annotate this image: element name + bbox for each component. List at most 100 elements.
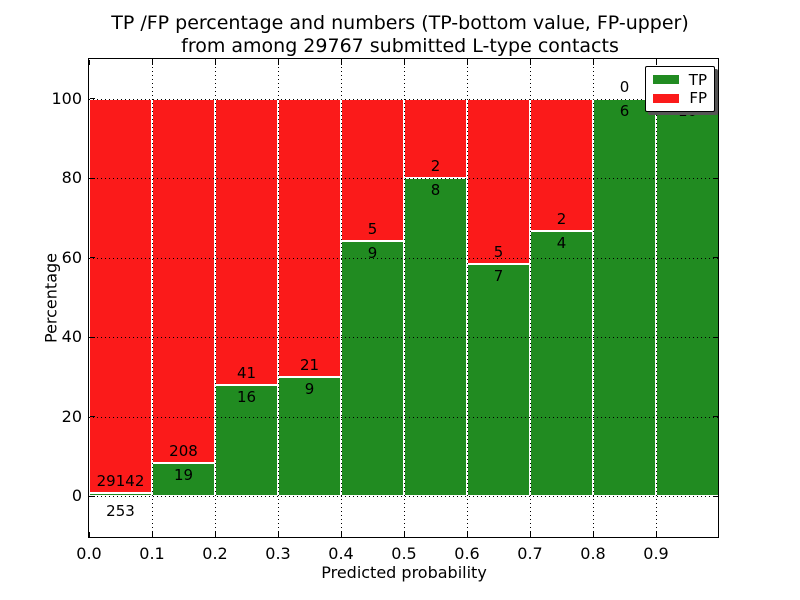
bar-count-label-fp: 5	[367, 219, 378, 238]
bar-segment-fp	[215, 98, 278, 385]
bar-segment-fp	[467, 98, 530, 265]
gridline-v	[404, 59, 405, 538]
bar-segment-fp	[278, 98, 341, 377]
tick-mark	[151, 60, 153, 65]
tick-mark	[466, 60, 468, 65]
bar-segment-fp	[89, 98, 152, 493]
bar-count-label-fp: 5	[493, 243, 504, 262]
plot-frame	[88, 58, 719, 538]
legend-swatch-tp	[653, 75, 679, 85]
gridline-v	[341, 59, 342, 538]
bar-segment-tp	[89, 492, 152, 497]
gridline-v	[593, 59, 594, 538]
x-tick-label: 0.3	[265, 544, 291, 563]
legend-label-tp: TP	[688, 70, 707, 89]
tick-mark	[88, 532, 90, 537]
tick-mark	[90, 336, 95, 338]
bar-count-label-tp: 7	[493, 267, 504, 286]
bar-segment-tp	[152, 462, 215, 497]
bar-count-label-fp: 2	[430, 157, 441, 176]
gridline-h	[89, 496, 719, 498]
bar-count-label-tp: 9	[304, 380, 315, 398]
bar-count-label-tp: 19	[173, 465, 194, 484]
tick-mark	[340, 60, 342, 65]
tick-mark	[340, 532, 342, 537]
tick-mark	[403, 532, 405, 537]
bar-count-label-fp: 208	[169, 441, 198, 460]
bar-segment-tp	[341, 240, 404, 497]
bar-count-label-fp: 41	[236, 363, 257, 382]
bar-segment-tp	[467, 264, 530, 497]
tick-mark	[90, 257, 95, 259]
bar-segment-tp	[278, 377, 341, 497]
tick-mark	[90, 177, 95, 179]
x-tick-label: 0.7	[517, 544, 543, 563]
bar-count-label-fp: 29142	[96, 471, 145, 490]
x-tick-label: 0.0	[76, 544, 102, 563]
x-tick-label: 0.8	[580, 544, 606, 563]
tick-mark	[151, 532, 153, 537]
bar-count-label-tp: 9	[367, 243, 378, 262]
x-tick-label: 0.6	[454, 544, 480, 563]
chart-title-line-2: from among 29767 submitted L-type contac…	[181, 35, 619, 57]
tick-mark	[713, 257, 718, 259]
gridline-h	[89, 416, 719, 418]
x-tick-label: 0.4	[328, 544, 354, 563]
tick-mark	[529, 60, 531, 65]
y-tick-label: 40	[61, 327, 82, 347]
gridline-v	[278, 59, 279, 538]
tick-mark	[90, 495, 95, 497]
gridline-h	[89, 178, 719, 180]
tick-mark	[90, 416, 95, 418]
x-axis-label: Predicted probability	[321, 563, 487, 582]
bar-segment-tp	[215, 384, 278, 497]
x-tick-label: 0.5	[391, 544, 417, 563]
gridline-h	[89, 98, 719, 100]
gridline-v	[530, 59, 531, 538]
bar-segment-fp	[404, 98, 467, 179]
tick-mark	[655, 532, 657, 537]
gridline-v	[215, 59, 216, 538]
bar-segment-fp	[152, 98, 215, 463]
bar-count-label-tp: 253	[106, 501, 135, 520]
y-tick-label: 100	[51, 88, 82, 108]
tick-mark	[592, 60, 594, 65]
bar-count-label-tp: 16	[236, 387, 257, 406]
y-tick-label: 0	[71, 486, 82, 506]
tick-mark	[403, 60, 405, 65]
tick-mark	[214, 60, 216, 65]
bar-count-label-tp: 8	[430, 181, 441, 200]
bar-segment-tp	[404, 178, 467, 497]
bar-segment-tp	[593, 98, 656, 497]
chart-title-line-1: TP /FP percentage and numbers (TP-bottom…	[111, 12, 689, 34]
bar-count-label-tp: 4	[556, 234, 567, 253]
y-tick-label: 20	[61, 406, 82, 426]
tick-mark	[88, 60, 90, 65]
gridline-h	[89, 337, 719, 339]
tick-mark	[466, 532, 468, 537]
bar-segment-tp	[656, 98, 719, 497]
tick-mark	[713, 336, 718, 338]
x-tick-label: 0.2	[202, 544, 228, 563]
x-tick-label: 0.1	[139, 544, 165, 563]
bar-segment-fp	[530, 98, 593, 232]
tick-mark	[655, 60, 657, 65]
tick-mark	[713, 177, 718, 179]
y-tick-label: 80	[61, 168, 82, 188]
gridline-v	[656, 59, 657, 538]
legend-swatch-fp	[653, 93, 679, 103]
tick-mark	[214, 532, 216, 537]
legend-label-fp: FP	[689, 89, 707, 108]
y-tick-label: 60	[61, 247, 82, 267]
legend-item-tp: TP	[653, 72, 707, 88]
tick-mark	[713, 416, 718, 418]
bar-count-label-fp: 2	[556, 210, 567, 229]
tick-mark	[277, 60, 279, 65]
tick-mark	[713, 495, 718, 497]
bar-segment-tp	[530, 231, 593, 497]
tick-mark	[90, 98, 95, 100]
bar-segment-fp	[341, 98, 404, 241]
legend-item-fp: FP	[653, 90, 707, 106]
gridline-h	[89, 257, 719, 259]
